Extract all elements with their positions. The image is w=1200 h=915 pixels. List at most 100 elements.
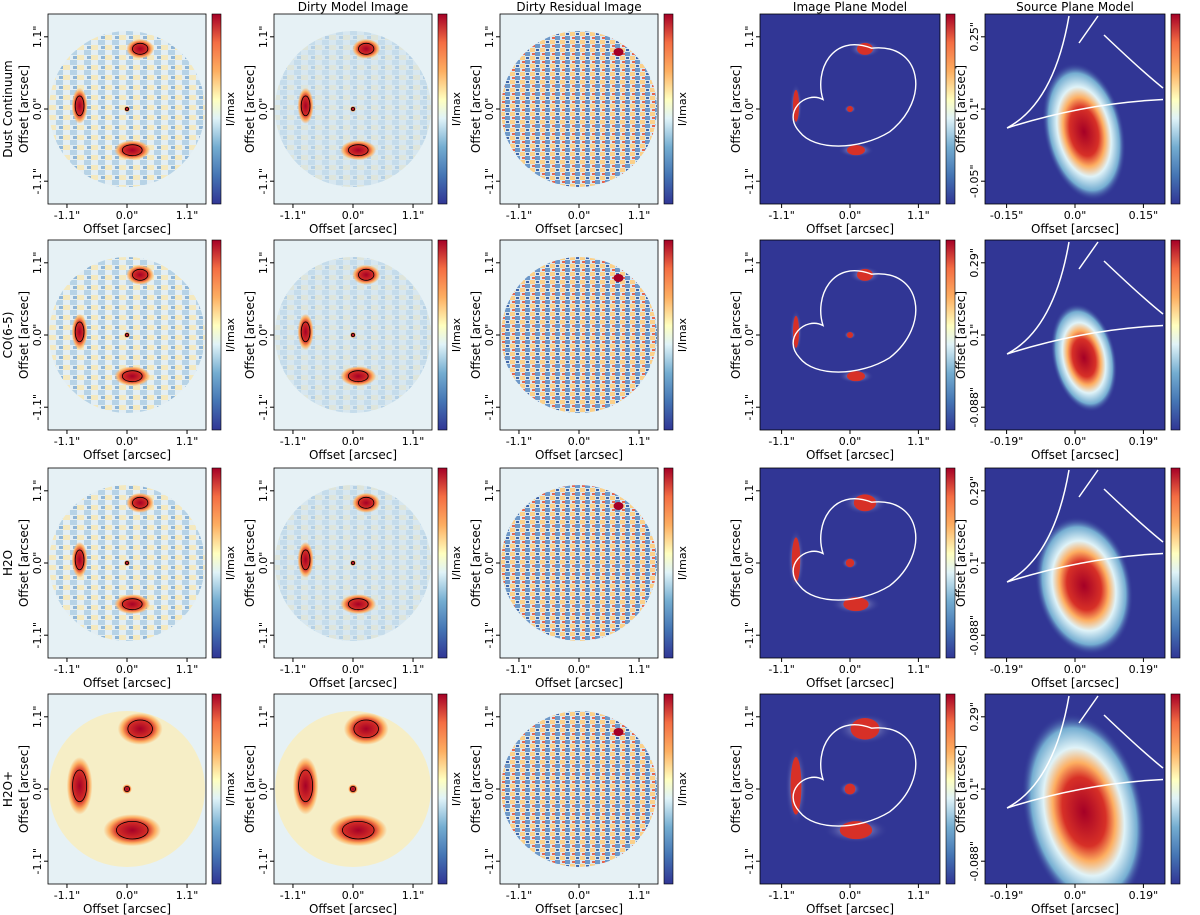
x-tick-label: -1.1": [768, 435, 795, 448]
panel-image: [985, 14, 1165, 204]
x-tick-label: -1.1": [768, 209, 795, 222]
uv-disc: [501, 31, 657, 187]
x-tick-label: 1.1": [628, 209, 651, 222]
x-axis-label: Offset [arcsec]: [806, 902, 894, 915]
contour: [74, 549, 85, 571]
x-axis-label: Offset [arcsec]: [83, 676, 171, 690]
source-galaxy: [1050, 303, 1118, 413]
colorbar-label: I/Imax: [676, 91, 689, 126]
x-tick-label: 1.1": [176, 663, 199, 676]
lensed-image-center: [124, 332, 130, 338]
x-tick-label: 0.0": [839, 663, 862, 676]
x-tick-label: 0.0": [568, 209, 591, 222]
panel-r1-c0: -1.1" 0.0" 1.1"1.1"0.0"-1.1"Offset [arcsec…: [17, 239, 237, 462]
contour: [353, 719, 379, 739]
x-tick-label: 0.0": [568, 889, 591, 902]
y-tick-label: -1.1": [743, 622, 756, 649]
x-axis-label: Offset [arcsec]: [83, 222, 171, 236]
lensed-image-south: [847, 371, 865, 382]
lensed-image-center: [122, 784, 132, 794]
contour: [124, 332, 130, 338]
x-tick-label: 1.1": [176, 209, 199, 222]
y-tick-label: 0.0": [743, 98, 756, 121]
lensed-image-center: [847, 332, 853, 338]
y-tick-label: 0.0": [743, 552, 756, 575]
panel-r2-c1: -1.1" 0.0" 1.1"1.1"0.0"-1.1"Offset [arcsec…: [243, 467, 463, 690]
row-label-1: CO(6-5): [1, 312, 15, 359]
panel-image: [48, 240, 206, 430]
y-tick-label: 1.1": [31, 252, 44, 275]
colorbar: [211, 239, 222, 431]
y-tick-label: -1.1": [257, 168, 270, 195]
lensed-image-south: [329, 814, 388, 847]
y-axis-label: Offset [arcsec]: [243, 65, 257, 153]
panel-r3-c3: -1.1" 0.0" 1.1" 1.1" 0.0" -1.1" Offset [arcsec…: [729, 693, 956, 915]
lensed-image-south: [340, 366, 377, 387]
y-axis-label: Offset [arcsec]: [243, 745, 257, 833]
x-axis-label: Offset [arcsec]: [1031, 676, 1119, 690]
contour: [72, 769, 88, 803]
contour: [132, 496, 149, 509]
y-tick-label: -1.1": [31, 848, 44, 875]
panel-image: [985, 694, 1165, 884]
y-axis-label: Offset [arcsec]: [954, 291, 968, 379]
y-tick-label: -1.1": [257, 848, 270, 875]
uv-disc: [501, 711, 657, 867]
lensed-image-center: [350, 560, 356, 566]
x-tick-label: 0.0": [116, 889, 139, 902]
lensed-image-south: [843, 597, 869, 612]
contour: [121, 144, 143, 157]
lensed-image-south: [839, 821, 873, 840]
y-tick-label: -1.1": [257, 622, 270, 649]
x-tick-label: 0.0": [1064, 209, 1087, 222]
panel-r3-c0: -1.1" 0.0" 1.1"1.1"0.0"-1.1"Offset [arcsec…: [17, 693, 237, 915]
y-tick-label: 0.0": [31, 778, 44, 801]
lensed-image-north: [352, 264, 381, 285]
panel-r3-c4: -0.19" 0.0" 0.19"0.29"0.1"-0.088"Offset [a…: [954, 693, 1181, 915]
x-tick-label: -1.1": [280, 663, 307, 676]
y-axis-label: Offset [arcsec]: [729, 519, 743, 607]
contour: [74, 95, 85, 117]
y-tick-label: 0.0": [31, 552, 44, 575]
lensed-image-north: [126, 38, 155, 59]
lensed-image-south: [340, 140, 377, 161]
residual-peak: [613, 274, 624, 282]
y-axis-label: Offset [arcsec]: [469, 745, 483, 833]
y-tick-label: 0.29": [968, 248, 981, 278]
panel-image: [760, 694, 940, 884]
x-tick-label: 1.1": [628, 889, 651, 902]
lensed-image-center: [845, 558, 855, 568]
residual-peak: [613, 502, 624, 510]
x-tick-label: -0.19": [990, 663, 1024, 676]
colorbar: [1170, 693, 1181, 885]
colorbar: [945, 693, 956, 885]
x-tick-label: -1.1": [54, 209, 81, 222]
lensed-image-west-arc: [793, 315, 799, 348]
colorbar-label: I/Imax: [450, 317, 463, 352]
x-tick-label: -1.1": [768, 663, 795, 676]
x-tick-label: 0.0": [342, 435, 365, 448]
contour: [132, 42, 149, 55]
colorbar: [437, 467, 448, 659]
y-tick-label: 0.0": [483, 98, 496, 121]
contour: [358, 496, 375, 509]
y-axis-label: Offset [arcsec]: [17, 745, 31, 833]
x-tick-label: 0.19": [1129, 889, 1159, 902]
panel-image: [500, 14, 658, 204]
critical-curve: [792, 270, 917, 373]
x-axis-label: Offset [arcsec]: [806, 222, 894, 236]
y-tick-label: 1.1": [257, 252, 270, 275]
y-tick-label: -1.1": [483, 622, 496, 649]
panel-image: [760, 240, 940, 430]
contour: [350, 332, 356, 338]
panel-r2-c3: -1.1" 0.0" 1.1" 1.1" 0.0" -1.1" Offset [arcsec…: [729, 467, 956, 690]
y-axis-label: Offset [arcsec]: [17, 291, 31, 379]
lensed-image-south: [847, 145, 865, 156]
panel-image: [274, 468, 432, 658]
lensed-image-center: [847, 106, 853, 112]
contour: [116, 820, 149, 840]
contour: [350, 106, 356, 112]
x-tick-label: 0.0": [116, 435, 139, 448]
y-axis-label: Offset [arcsec]: [954, 519, 968, 607]
